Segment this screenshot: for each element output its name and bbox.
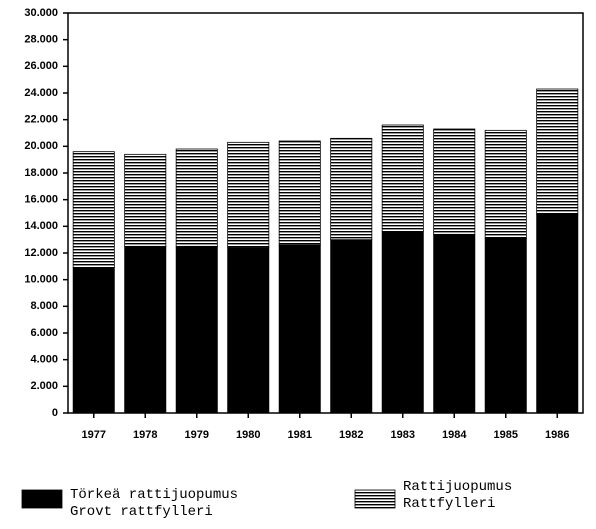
bar-segment <box>175 148 218 247</box>
y-tick-label: 4.000 <box>30 354 58 366</box>
y-tick-label: 8.000 <box>30 300 58 312</box>
bar-segment <box>330 137 373 241</box>
x-tick-label: 1982 <box>339 429 363 441</box>
y-tick-label: 6.000 <box>30 327 58 339</box>
bar-segment <box>484 237 527 414</box>
bar-segment <box>484 129 527 239</box>
legend-line: Rattfylleri <box>403 496 495 512</box>
y-tick-label: 14.000 <box>24 220 58 232</box>
bar-segment <box>433 233 476 414</box>
x-tick-label: 1984 <box>442 429 467 441</box>
x-tick-label: 1977 <box>82 429 106 441</box>
y-tick-label: 26.000 <box>24 60 58 72</box>
bar-segment <box>124 153 167 247</box>
bar-segment <box>536 213 579 414</box>
bar-segment <box>433 128 476 235</box>
bar-segment <box>381 124 424 233</box>
legend-label: Törkeä rattijuopumus Grovt rattfylleri <box>70 487 238 520</box>
x-tick-label: 1985 <box>494 429 518 441</box>
bar-segment <box>278 140 321 246</box>
y-tick-label: 12.000 <box>24 247 58 259</box>
y-tick-label: 0 <box>52 407 58 419</box>
legend-line: Grovt rattfylleri <box>70 504 213 520</box>
x-tick-label: 1979 <box>185 429 209 441</box>
bar-segment <box>72 151 115 269</box>
y-tick-label: 18.000 <box>24 167 58 179</box>
x-tick-label: 1978 <box>133 429 157 441</box>
bar-segment <box>381 231 424 414</box>
bar-segment <box>175 245 218 414</box>
bar-segment <box>536 88 579 215</box>
y-tick-label: 30.000 <box>24 7 58 19</box>
y-tick-label: 28.000 <box>24 34 58 46</box>
y-tick-label: 2.000 <box>30 380 58 392</box>
y-tick-label: 16.000 <box>24 194 58 206</box>
legend-line: Rattijuopumus <box>403 479 512 495</box>
y-tick-label: 20.000 <box>24 140 58 152</box>
x-tick-label: 1986 <box>545 429 569 441</box>
bar-segment <box>227 247 270 414</box>
legend-swatch <box>354 489 396 509</box>
bar-segment <box>278 244 321 414</box>
bar-segment <box>227 141 270 249</box>
plot-frame <box>67 12 584 414</box>
legend-label: Rattijuopumus Rattfylleri <box>403 479 512 512</box>
bar-segment <box>330 239 373 414</box>
legend-swatch <box>21 489 63 509</box>
y-tick-label: 10.000 <box>24 274 58 286</box>
y-tick-label: 24.000 <box>24 87 58 99</box>
bar-segment <box>72 267 115 414</box>
x-tick-label: 1980 <box>236 429 260 441</box>
legend-line: Törkeä rattijuopumus <box>70 487 238 503</box>
bar-segment <box>124 245 167 414</box>
x-tick-label: 1981 <box>288 429 312 441</box>
y-tick-label: 22.000 <box>24 114 58 126</box>
x-tick-label: 1983 <box>391 429 415 441</box>
